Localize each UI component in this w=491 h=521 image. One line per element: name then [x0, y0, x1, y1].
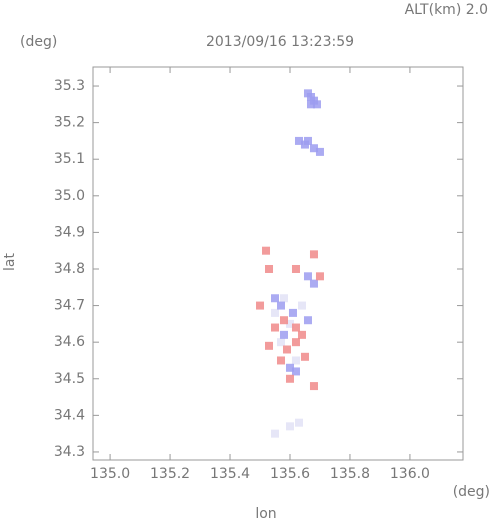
echo-point	[288, 308, 297, 317]
echo-point	[294, 136, 303, 145]
echo-point	[285, 422, 294, 431]
echo-point	[309, 279, 318, 288]
echo-point	[282, 345, 291, 354]
subtitle: ALT(km) 2.0	[405, 2, 488, 18]
echo-point	[271, 294, 280, 303]
echo-point	[297, 301, 306, 310]
echo-point	[306, 100, 315, 109]
x-tick-label: 135.6	[270, 466, 310, 482]
x-tick-label: 135.2	[150, 466, 190, 482]
x-tick-label: 136.0	[390, 466, 430, 482]
echo-point	[285, 374, 294, 383]
y-tick-label: 34.8	[54, 261, 85, 277]
echo-point	[276, 356, 285, 365]
chart-title: 2013/09/16 13:23:59	[206, 34, 354, 50]
echo-point	[315, 147, 324, 156]
echo-point	[256, 301, 265, 310]
echo-point	[276, 338, 285, 347]
y-tick-label: 34.9	[54, 224, 85, 240]
y-unit: (deg)	[20, 34, 57, 50]
echo-point	[276, 301, 285, 310]
echo-point	[309, 144, 318, 153]
echo-point	[309, 250, 318, 259]
echo-point	[265, 341, 274, 350]
plot-frame	[92, 66, 464, 461]
echo-point	[271, 429, 280, 438]
y-tick-label: 34.6	[54, 334, 85, 350]
echo-point	[271, 323, 280, 332]
x-tick-label: 135.4	[210, 466, 250, 482]
y-tick-label: 34.5	[54, 371, 85, 387]
echo-point	[303, 316, 312, 325]
echo-point	[294, 418, 303, 427]
y-tick-label: 34.3	[54, 444, 85, 460]
echo-point	[262, 246, 271, 255]
echo-point	[303, 136, 312, 145]
y-tick-label: 34.7	[54, 298, 85, 314]
x-tick-label: 135.8	[330, 466, 370, 482]
y-tick-label: 35.3	[54, 78, 85, 94]
echo-point	[309, 382, 318, 391]
echo-point	[291, 356, 300, 365]
y-axis-label: lat	[2, 253, 18, 271]
y-tick-label: 34.4	[54, 407, 85, 423]
x-axis-label: lon	[255, 506, 276, 521]
y-tick-label: 35.2	[54, 115, 85, 131]
echo-point	[291, 323, 300, 332]
echo-point	[315, 272, 324, 281]
echo-point	[265, 264, 274, 273]
echo-point	[271, 308, 280, 317]
echo-point	[297, 330, 306, 339]
echo-point	[312, 100, 321, 109]
y-tick-label: 35.1	[54, 151, 85, 167]
x-tick-label: 135.0	[90, 466, 130, 482]
echo-point	[291, 367, 300, 376]
echo-point	[279, 330, 288, 339]
echo-point	[285, 319, 294, 328]
echo-point	[279, 316, 288, 325]
echo-point	[279, 294, 288, 303]
echo-point	[291, 338, 300, 347]
echo-point	[303, 272, 312, 281]
y-tick-label: 35.0	[54, 188, 85, 204]
echo-point	[285, 363, 294, 372]
echo-point	[291, 264, 300, 273]
x-unit: (deg)	[453, 484, 490, 500]
echo-point	[300, 352, 309, 361]
